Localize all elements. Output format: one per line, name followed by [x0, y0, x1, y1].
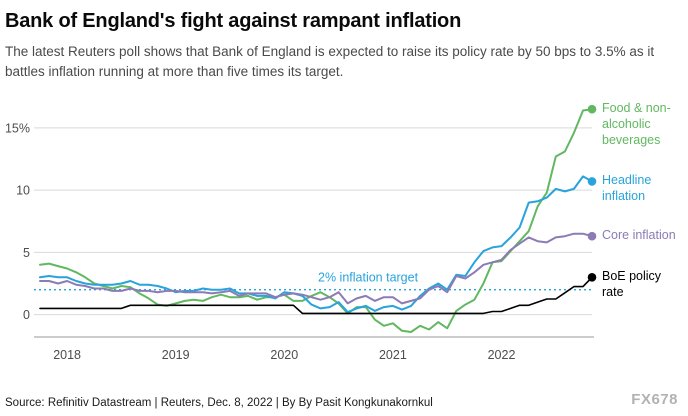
svg-text:15%: 15% [5, 122, 30, 136]
page-title: Bank of England's fight against rampant … [5, 10, 462, 32]
chart-header: Bank of England's fight against rampant … [0, 10, 688, 81]
svg-text:2% inflation target: 2% inflation target [318, 271, 419, 285]
chart-area: 15% 10 5 0 2018 2019 2020 2021 2022 2% inflation … [0, 93, 688, 373]
svg-text:5: 5 [23, 246, 30, 260]
chart-subtitle: The latest Reuters poll shows that Bank … [5, 44, 655, 79]
svg-text:2020: 2020 [270, 348, 298, 362]
legend-food-beverages: Food & non-alcoholic beverages [602, 101, 671, 148]
svg-text:0: 0 [23, 308, 30, 322]
svg-text:2022: 2022 [488, 348, 516, 362]
source-attribution: Source: Refinitiv Datastream | Reuters, … [5, 397, 433, 409]
svg-text:2019: 2019 [162, 348, 190, 362]
watermark: FX678 [631, 391, 678, 408]
legend-core-inflation: Core inflation [602, 228, 676, 243]
svg-text:2021: 2021 [379, 348, 407, 362]
legend-headline-inflation: Headline inflation [602, 173, 652, 204]
inflation-line-chart: 15% 10 5 0 2018 2019 2020 2021 2022 2% inflation … [5, 105, 597, 362]
svg-text:2018: 2018 [53, 348, 81, 362]
legend-boe-policy-rate: BoE policy rate [602, 269, 662, 300]
svg-text:10: 10 [16, 184, 30, 198]
